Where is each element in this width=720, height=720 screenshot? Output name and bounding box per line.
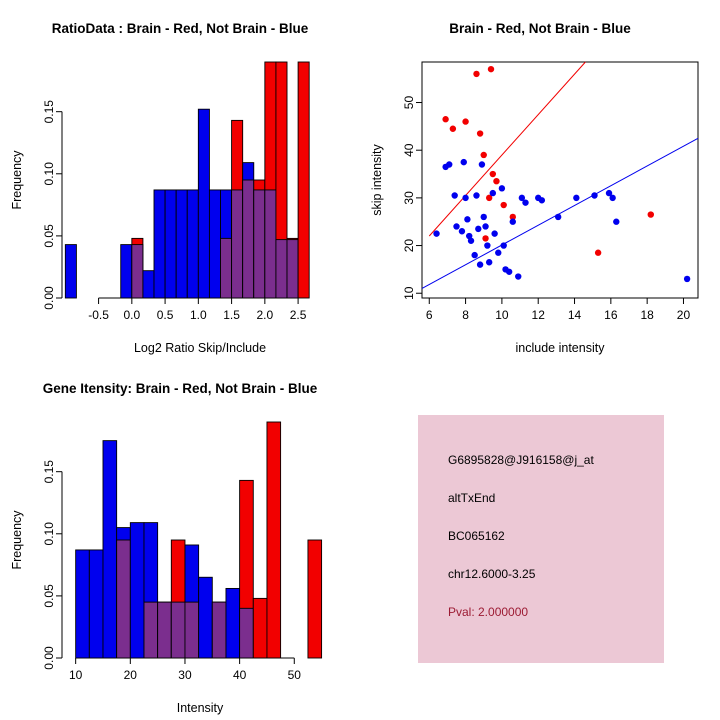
svg-text:20: 20 — [402, 239, 416, 253]
svg-text:8: 8 — [462, 308, 469, 322]
intensity-scatter-xlabel: include intensity — [515, 341, 605, 355]
panel-ratio-histogram: RatioData : Brain - Red, Not Brain - Blu… — [0, 0, 360, 360]
svg-text:-0.5: -0.5 — [88, 308, 109, 322]
intensity-scatter-ylabel: skip intensity — [370, 144, 384, 216]
svg-text:50: 50 — [402, 96, 416, 110]
panel-gene-intensity-histogram: Gene Itensity: Brain - Red, Not Brain - … — [0, 360, 360, 720]
svg-text:2.5: 2.5 — [290, 308, 307, 322]
svg-text:12: 12 — [532, 308, 546, 322]
svg-text:0.5: 0.5 — [157, 308, 174, 322]
ratio-histogram-xlabel: Log2 Ratio Skip/Include — [133, 341, 267, 355]
gene-intensity-xlabel: Intensity — [176, 701, 224, 715]
svg-text:0.00: 0.00 — [42, 646, 56, 670]
gene-intensity-title: Gene Itensity: Brain - Red, Not Brain - … — [42, 381, 318, 396]
ratio-histogram-title: RatioData : Brain - Red, Not Brain - Blu… — [51, 21, 309, 36]
chromosome-location: chr12.6000-3.25 — [448, 567, 536, 581]
svg-text:10: 10 — [69, 668, 83, 682]
svg-text:20: 20 — [677, 308, 691, 322]
event-type: altTxEnd — [448, 491, 496, 505]
ratio-histogram-ylabel: Frequency — [10, 150, 24, 210]
intensity-scatter-plot: 6 8 10 12 14 16 18 20 10 20 30 40 50 — [402, 61, 699, 322]
svg-text:14: 14 — [568, 308, 582, 322]
svg-text:0.00: 0.00 — [42, 286, 56, 310]
svg-text:0.05: 0.05 — [42, 224, 56, 248]
probe-id: G6895828@J916158@j_at — [448, 453, 594, 467]
ratio-histogram-plot: -0.5 0.0 0.5 1.0 1.5 2.0 2.5 0.00 0.05 0.10 0.15 — [42, 61, 310, 322]
svg-text:30: 30 — [402, 191, 416, 205]
svg-text:40: 40 — [402, 143, 416, 157]
svg-text:10: 10 — [402, 286, 416, 300]
intensity-scatter-title: Brain - Red, Not Brain - Blue — [449, 21, 631, 36]
gene-intensity-plot: 10 20 30 40 50 0.00 0.05 0.10 0.15 — [42, 421, 323, 682]
panel-intensity-scatter: Brain - Red, Not Brain - Blue 6 8 10 12 14 16… — [360, 0, 720, 360]
svg-text:0.0: 0.0 — [123, 308, 140, 322]
panel-info: G6895828@J916158@j_at altTxEnd BC065162 … — [360, 360, 720, 720]
svg-text:0.05: 0.05 — [42, 584, 56, 608]
svg-text:16: 16 — [604, 308, 618, 322]
svg-text:6: 6 — [426, 308, 433, 322]
accession-id: BC065162 — [448, 529, 505, 543]
svg-text:0.15: 0.15 — [42, 460, 56, 484]
svg-text:18: 18 — [640, 308, 654, 322]
svg-text:50: 50 — [288, 668, 302, 682]
svg-text:0.10: 0.10 — [42, 522, 56, 546]
svg-text:2.0: 2.0 — [256, 308, 273, 322]
svg-text:0.10: 0.10 — [42, 162, 56, 186]
svg-text:1.0: 1.0 — [190, 308, 207, 322]
gene-intensity-ylabel: Frequency — [10, 510, 24, 570]
svg-text:10: 10 — [495, 308, 509, 322]
svg-text:20: 20 — [124, 668, 138, 682]
svg-text:30: 30 — [178, 668, 192, 682]
svg-text:1.5: 1.5 — [223, 308, 240, 322]
pvalue: Pval: 2.000000 — [448, 605, 529, 619]
svg-text:0.15: 0.15 — [42, 100, 56, 124]
svg-text:40: 40 — [233, 668, 247, 682]
info-box: G6895828@J916158@j_at altTxEnd BC065162 … — [418, 415, 664, 663]
